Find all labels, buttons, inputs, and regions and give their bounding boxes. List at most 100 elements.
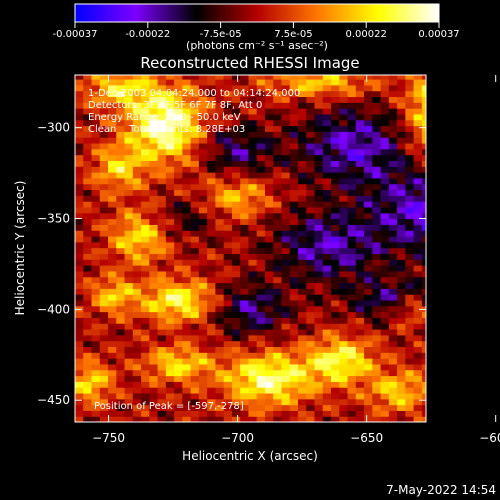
heatmap-cell [157, 282, 167, 289]
heatmap-cell [141, 189, 150, 196]
heatmap-cell [306, 375, 316, 382]
heatmap-cell [190, 328, 200, 336]
heatmap-cell [91, 270, 101, 278]
heatmap-cell [248, 212, 258, 220]
heatmap-cell [174, 148, 183, 156]
heatmap-cell [256, 137, 266, 144]
heatmap-cell [174, 387, 183, 394]
heatmap-cell [388, 108, 398, 115]
heatmap-cell [174, 206, 183, 214]
heatmap-cell [331, 410, 340, 417]
heatmap-cell [182, 137, 192, 144]
heatmap-cell [174, 166, 183, 173]
heatmap-cell [174, 282, 183, 289]
heatmap-cell [339, 142, 349, 150]
heatmap-cell [215, 177, 225, 185]
heatmap-cell [347, 259, 357, 266]
heatmap-cell [165, 317, 175, 324]
heatmap-cell [421, 410, 426, 417]
heatmap-cell [124, 96, 134, 103]
heatmap-cell [215, 416, 225, 422]
heatmap-cell [91, 218, 101, 225]
heatmap-cell [207, 305, 216, 313]
heatmap-cell [306, 265, 316, 272]
heatmap-cell [397, 270, 406, 278]
heatmap-cell [182, 241, 192, 249]
heatmap-cell [413, 166, 423, 173]
heatmap-cell [372, 224, 382, 231]
heatmap-cell [132, 363, 142, 371]
heatmap-cell [157, 160, 167, 167]
heatmap-cell [124, 148, 134, 156]
heatmap-cell [331, 404, 340, 411]
heatmap-cell [157, 253, 167, 260]
heatmap-cell [364, 334, 373, 342]
heatmap-cell [380, 294, 390, 301]
heatmap-cell [149, 392, 159, 400]
heatmap-cell [421, 398, 426, 406]
heatmap-cell [355, 288, 365, 295]
heatmap-cell [372, 305, 382, 313]
heatmap-cell [108, 90, 117, 98]
heatmap-cell [75, 288, 84, 295]
heatmap-cell [207, 195, 216, 202]
heatmap-cell [248, 241, 258, 249]
heatmap-cell [149, 410, 159, 417]
heatmap-cell [108, 160, 117, 167]
heatmap-cell [231, 160, 241, 167]
heatmap-cell [108, 137, 117, 144]
heatmap-cell [223, 276, 233, 284]
heatmap-cell [141, 340, 150, 348]
heatmap-cell [91, 410, 101, 417]
heatmap-cell [331, 358, 340, 365]
heatmap-cell [141, 398, 150, 406]
heatmap-cell [331, 84, 340, 92]
heatmap-cell [231, 235, 241, 243]
heatmap-cell [322, 381, 332, 388]
heatmap-cell [116, 416, 126, 422]
heatmap-cell [297, 340, 307, 348]
heatmap-cell [190, 131, 200, 138]
heatmap-cell [364, 259, 373, 266]
heatmap-cell [388, 206, 398, 214]
heatmap-cell [421, 352, 426, 359]
heatmap-cell [248, 282, 258, 289]
heatmap-cell [281, 253, 291, 260]
heatmap-cell [297, 323, 307, 330]
heatmap-cell [347, 392, 357, 400]
heatmap-cell [306, 247, 316, 254]
heatmap-cell [322, 299, 332, 307]
heatmap-cell [108, 270, 117, 278]
heatmap-cell [256, 288, 266, 295]
heatmap-cell [124, 131, 134, 138]
colorbar-tick-label: 0.00037 [418, 29, 459, 40]
heatmap-cell [141, 224, 150, 231]
heatmap-cell [149, 265, 159, 272]
heatmap-cell [264, 137, 274, 144]
heatmap-cell [108, 224, 117, 231]
heatmap-cell [297, 125, 307, 132]
heatmap-cell [256, 218, 266, 225]
heatmap-cell [297, 375, 307, 382]
heatmap-cell [157, 358, 167, 365]
heatmap-cell [397, 90, 406, 98]
heatmap-cell [264, 404, 274, 411]
heatmap-cell [207, 148, 216, 156]
heatmap-cell [124, 282, 134, 289]
colorbar-tick-label: -7.5e-05 [200, 29, 242, 40]
heatmap-cell [116, 282, 126, 289]
heatmap-cell [190, 404, 200, 411]
heatmap-cell [116, 352, 126, 359]
heatmap-cell [355, 102, 365, 109]
heatmap-cell [149, 201, 159, 208]
heatmap-cell [83, 265, 93, 272]
heatmap-cell [372, 346, 382, 353]
heatmap-cell [182, 381, 192, 388]
heatmap-cell [240, 224, 250, 231]
heatmap-cell [289, 154, 299, 161]
heatmap-cell [124, 90, 134, 98]
heatmap-cell [388, 299, 398, 307]
heatmap-cell [124, 137, 134, 144]
heatmap-cell [355, 340, 365, 348]
heatmap-cell [405, 84, 415, 92]
